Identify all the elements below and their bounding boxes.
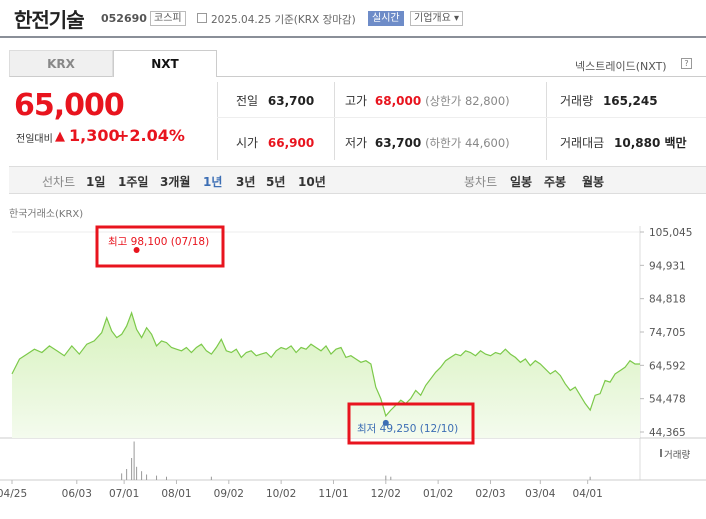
- day-high: 고가 68,000 (상한가 82,800): [345, 94, 510, 108]
- y-tick-label: 74,705: [649, 327, 686, 339]
- market-badge: 코스피: [150, 11, 186, 26]
- volume-legend-swatch: [660, 449, 662, 457]
- period-3m[interactable]: 3개월: [160, 175, 191, 189]
- y-tick-label: 94,931: [649, 260, 686, 272]
- candle-chart-label: 봉차트: [464, 175, 498, 189]
- period-3y[interactable]: 3년: [236, 175, 256, 189]
- date-text: 2025.04.25 기준(KRX 장마감): [211, 14, 356, 26]
- volume-legend: 거래량: [664, 450, 691, 461]
- change-percent: +2.04%: [116, 126, 185, 145]
- y-tick-label: 105,045: [649, 227, 692, 239]
- x-tick-label: 04/25: [0, 488, 27, 500]
- divider: [334, 82, 335, 160]
- stock-title: 한전기술: [14, 8, 85, 32]
- x-tick-label: 02/03: [475, 488, 505, 500]
- up-arrow-icon: ▲: [55, 129, 65, 144]
- change-label: 전일대비: [16, 134, 53, 145]
- period-5y[interactable]: 5년: [266, 175, 286, 189]
- help-icon[interactable]: ?: [681, 58, 692, 69]
- day-low: 저가 63,700 (하한가 44,600): [345, 136, 510, 150]
- tab-divider: [217, 76, 706, 77]
- x-tick-label: 11/01: [318, 488, 348, 500]
- divider: [217, 82, 218, 160]
- open-price: 시가 66,900: [236, 136, 315, 150]
- candle-monthly[interactable]: 월봉: [582, 175, 605, 189]
- nextrade-link[interactable]: 넥스트레이드(NXT): [575, 60, 667, 73]
- price-line: [11, 311, 640, 418]
- y-tick-label: 44,365: [649, 427, 686, 439]
- change-value: 1,300: [69, 126, 120, 145]
- candle-daily[interactable]: 일봉: [510, 175, 533, 189]
- x-tick-label: 09/02: [214, 488, 244, 500]
- x-tick-label: 10/02: [266, 488, 296, 500]
- chart-source: 한국거래소(KRX): [9, 209, 84, 220]
- low-marker: [382, 419, 389, 426]
- high-marker: [133, 247, 140, 253]
- x-tick-label: 12/02: [371, 488, 401, 500]
- high-highlight-box: [95, 225, 225, 268]
- y-tick-label: 54,478: [649, 394, 686, 406]
- high-annotation: 최고 98,100 (07/18): [108, 236, 210, 248]
- tab-nxt[interactable]: NXT: [113, 50, 217, 77]
- candle-weekly[interactable]: 주봉: [544, 175, 567, 189]
- tab-krx[interactable]: KRX: [9, 50, 113, 77]
- period-1y[interactable]: 1년: [203, 175, 223, 189]
- period-10y[interactable]: 10년: [298, 175, 326, 189]
- realtime-badge[interactable]: 실시간: [368, 11, 404, 26]
- x-tick-label: 01/02: [423, 488, 453, 500]
- x-tick-label: 07/01: [109, 488, 139, 500]
- volume: 거래량 165,245: [560, 94, 658, 108]
- period-1d[interactable]: 1일: [86, 175, 106, 189]
- divider: [546, 82, 547, 160]
- x-tick-label: 08/01: [161, 488, 191, 500]
- x-tick-label: 03/04: [525, 488, 556, 500]
- prev-close: 전일 63,700: [236, 94, 315, 108]
- price-area: [12, 312, 640, 438]
- divider: [217, 117, 706, 118]
- company-info-button[interactable]: 기업개요 ▾: [410, 11, 463, 26]
- market-tabs: KRX NXT: [9, 50, 217, 77]
- page-header: 한전기술 052690 코스피 2025.04.25 기준(KRX 장마감) 실…: [0, 0, 706, 38]
- period-1w[interactable]: 1주일: [118, 175, 149, 189]
- y-tick-label: 84,818: [649, 294, 686, 306]
- low-highlight-box: [347, 402, 475, 445]
- period-bar: 선차트 1일 1주일 3개월 1년 3년 5년 10년 봉차트 일봉 주봉 월봉: [9, 166, 706, 194]
- x-tick-label: 06/03: [62, 488, 92, 500]
- low-annotation: 최저 49,250 (12/10): [357, 423, 459, 435]
- current-price: 65,000: [14, 88, 125, 123]
- x-tick-label: 04/01: [573, 488, 603, 500]
- y-tick-label: 64,592: [649, 360, 686, 372]
- stock-code: 052690: [101, 12, 147, 25]
- line-chart-label: 선차트: [42, 175, 76, 189]
- trade-amount: 거래대금 10,880 백만: [560, 136, 687, 150]
- calendar-icon: [197, 13, 207, 23]
